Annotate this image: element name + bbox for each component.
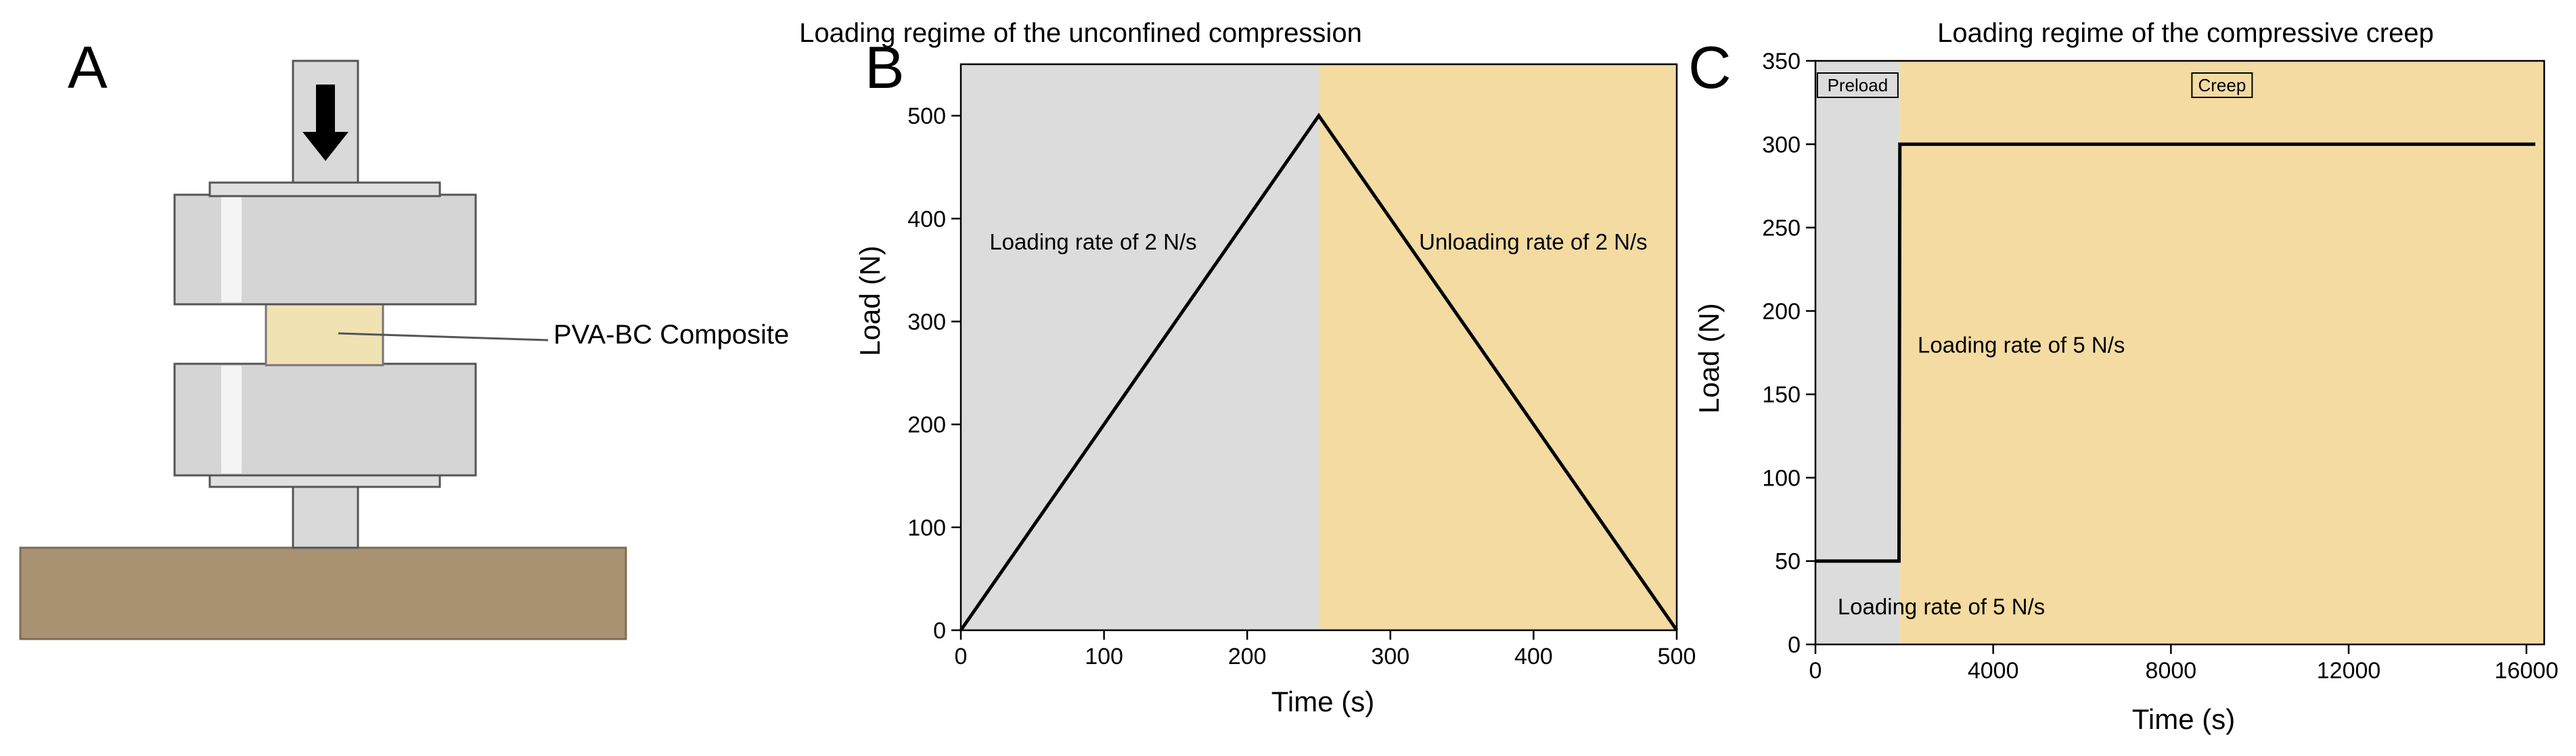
chart-c-y-tick-label-250: 250 (1762, 216, 1801, 241)
chart-c-y-tick-label-100: 100 (1762, 465, 1801, 491)
chart-b-y-tick-label-200: 200 (907, 412, 946, 438)
chart-c-series-line-0 (1815, 142, 2535, 563)
chart-c-y-tick-label-50: 50 (1775, 549, 1801, 575)
down-arrow-icon (302, 85, 348, 161)
chart-c-ticks: 0 4000 8000 12000 16000 0 50 100 150 200 250 300 350 (1762, 49, 2558, 684)
chart-c-region-label-box-0 (1816, 72, 1899, 98)
chart-c-annotation-0: Loading rate of 5 N/s (1918, 333, 2125, 358)
chart-c-y-tick-label-150: 150 (1762, 382, 1801, 408)
panel-letter-c: C (1688, 34, 1732, 101)
chart-b-y-tick-label-0: 0 (933, 618, 946, 644)
chart-b-y-tick-label-500: 500 (907, 103, 946, 129)
chart-c-annotations: Loading rate of 5 N/s Loading rate of 5 N… (1838, 333, 2125, 619)
chart-b-x-tick-label-400: 400 (1514, 644, 1553, 669)
chart-c-x-axis-label: Time (s) (2132, 703, 2235, 735)
chart-b-plot-frame (959, 63, 1678, 632)
chart-b-x-tick-label-500: 500 (1658, 644, 1696, 669)
chart-c-plot-frame (1814, 60, 2546, 646)
chart-b-x-tick-label-300: 300 (1371, 644, 1409, 669)
chart-b-annotations: Loading rate of 2 N/s Unloading rate of 2… (989, 229, 1647, 254)
base-block (19, 546, 627, 640)
chart-c-x-tick-label-0: 0 (1809, 658, 1822, 684)
chart-b-regions (961, 64, 1677, 630)
sample-label: PVA-BC Composite (553, 320, 789, 350)
chart-b-y-axis-label: Load (N) (854, 245, 886, 356)
chart-b-y-tick-label-400: 400 (907, 206, 946, 232)
upper-thin-plate (208, 181, 441, 197)
chart-b-y-tick-label-100: 100 (907, 515, 946, 541)
chart-c-x-tick-label-16000: 16000 (2494, 658, 2558, 684)
upper-platen (173, 193, 477, 306)
panel-a: A PVA-BC Composite (19, 34, 789, 640)
chart-c-x-tick-label-8000: 8000 (2146, 658, 2197, 684)
upper-platen-highlight (221, 197, 242, 302)
chart-b-x-tick-label-0: 0 (955, 644, 968, 669)
chart-b-series (959, 112, 1679, 632)
chart-c-y-tick-label-0: 0 (1788, 632, 1801, 658)
chart-c-region-0 (1815, 61, 1900, 644)
chart-c-series (1815, 142, 2535, 563)
lower-platen (173, 362, 477, 477)
panel-b: B Loading regime of the unconfined compr… (799, 18, 1696, 717)
chart-b-region-1 (1319, 64, 1677, 630)
chart-b-x-tick-label-100: 100 (1085, 644, 1123, 669)
chart-b-region-0 (961, 64, 1319, 630)
chart-c-x-tick-label-12000: 12000 (2317, 658, 2381, 684)
chart-b-series-line-0 (959, 112, 1679, 632)
chart-b-title: Loading regime of the unconfined compres… (799, 18, 1362, 48)
panel-letter-b: B (865, 34, 905, 101)
chart-c-region-label-0: Preload (1828, 75, 1889, 95)
sample-leader-line (338, 332, 549, 341)
lower-platen-highlight (221, 366, 242, 473)
panel-letter-a: A (68, 34, 108, 101)
chart-c-region-1 (1899, 61, 2544, 644)
chart-c-y-tick-label-300: 300 (1762, 132, 1801, 158)
chart-b-y-tick-label-300: 300 (907, 309, 946, 335)
chart-c-title: Loading regime of the compressive creep (1937, 18, 2434, 48)
chart-b-ticks: 0 100 200 300 400 500 0 100 200 300 400 500 (907, 103, 1696, 669)
chart-c-region-label-box-1 (2191, 72, 2253, 98)
chart-b-annotation-0: Loading rate of 2 N/s (989, 229, 1196, 254)
chart-b-x-axis-label: Time (s) (1271, 686, 1374, 717)
chart-c-y-tick-label-200: 200 (1762, 299, 1801, 325)
chart-b-x-tick-label-200: 200 (1228, 644, 1267, 669)
chart-c-annotation-1: Loading rate of 5 N/s (1838, 594, 2045, 619)
lower-rod (292, 484, 359, 549)
chart-c-region-label-1: Creep (2198, 75, 2246, 95)
chart-c-regions: Preload Creep (1815, 61, 2544, 644)
chart-c-y-axis-label: Load (N) (1693, 303, 1725, 413)
panel-c: C Loading regime of the compressive cree… (1688, 18, 2558, 735)
chart-c-y-tick-label-350: 350 (1762, 49, 1801, 74)
chart-b-annotation-1: Unloading rate of 2 N/s (1419, 229, 1648, 254)
chart-c-x-tick-label-4000: 4000 (1968, 658, 2019, 684)
